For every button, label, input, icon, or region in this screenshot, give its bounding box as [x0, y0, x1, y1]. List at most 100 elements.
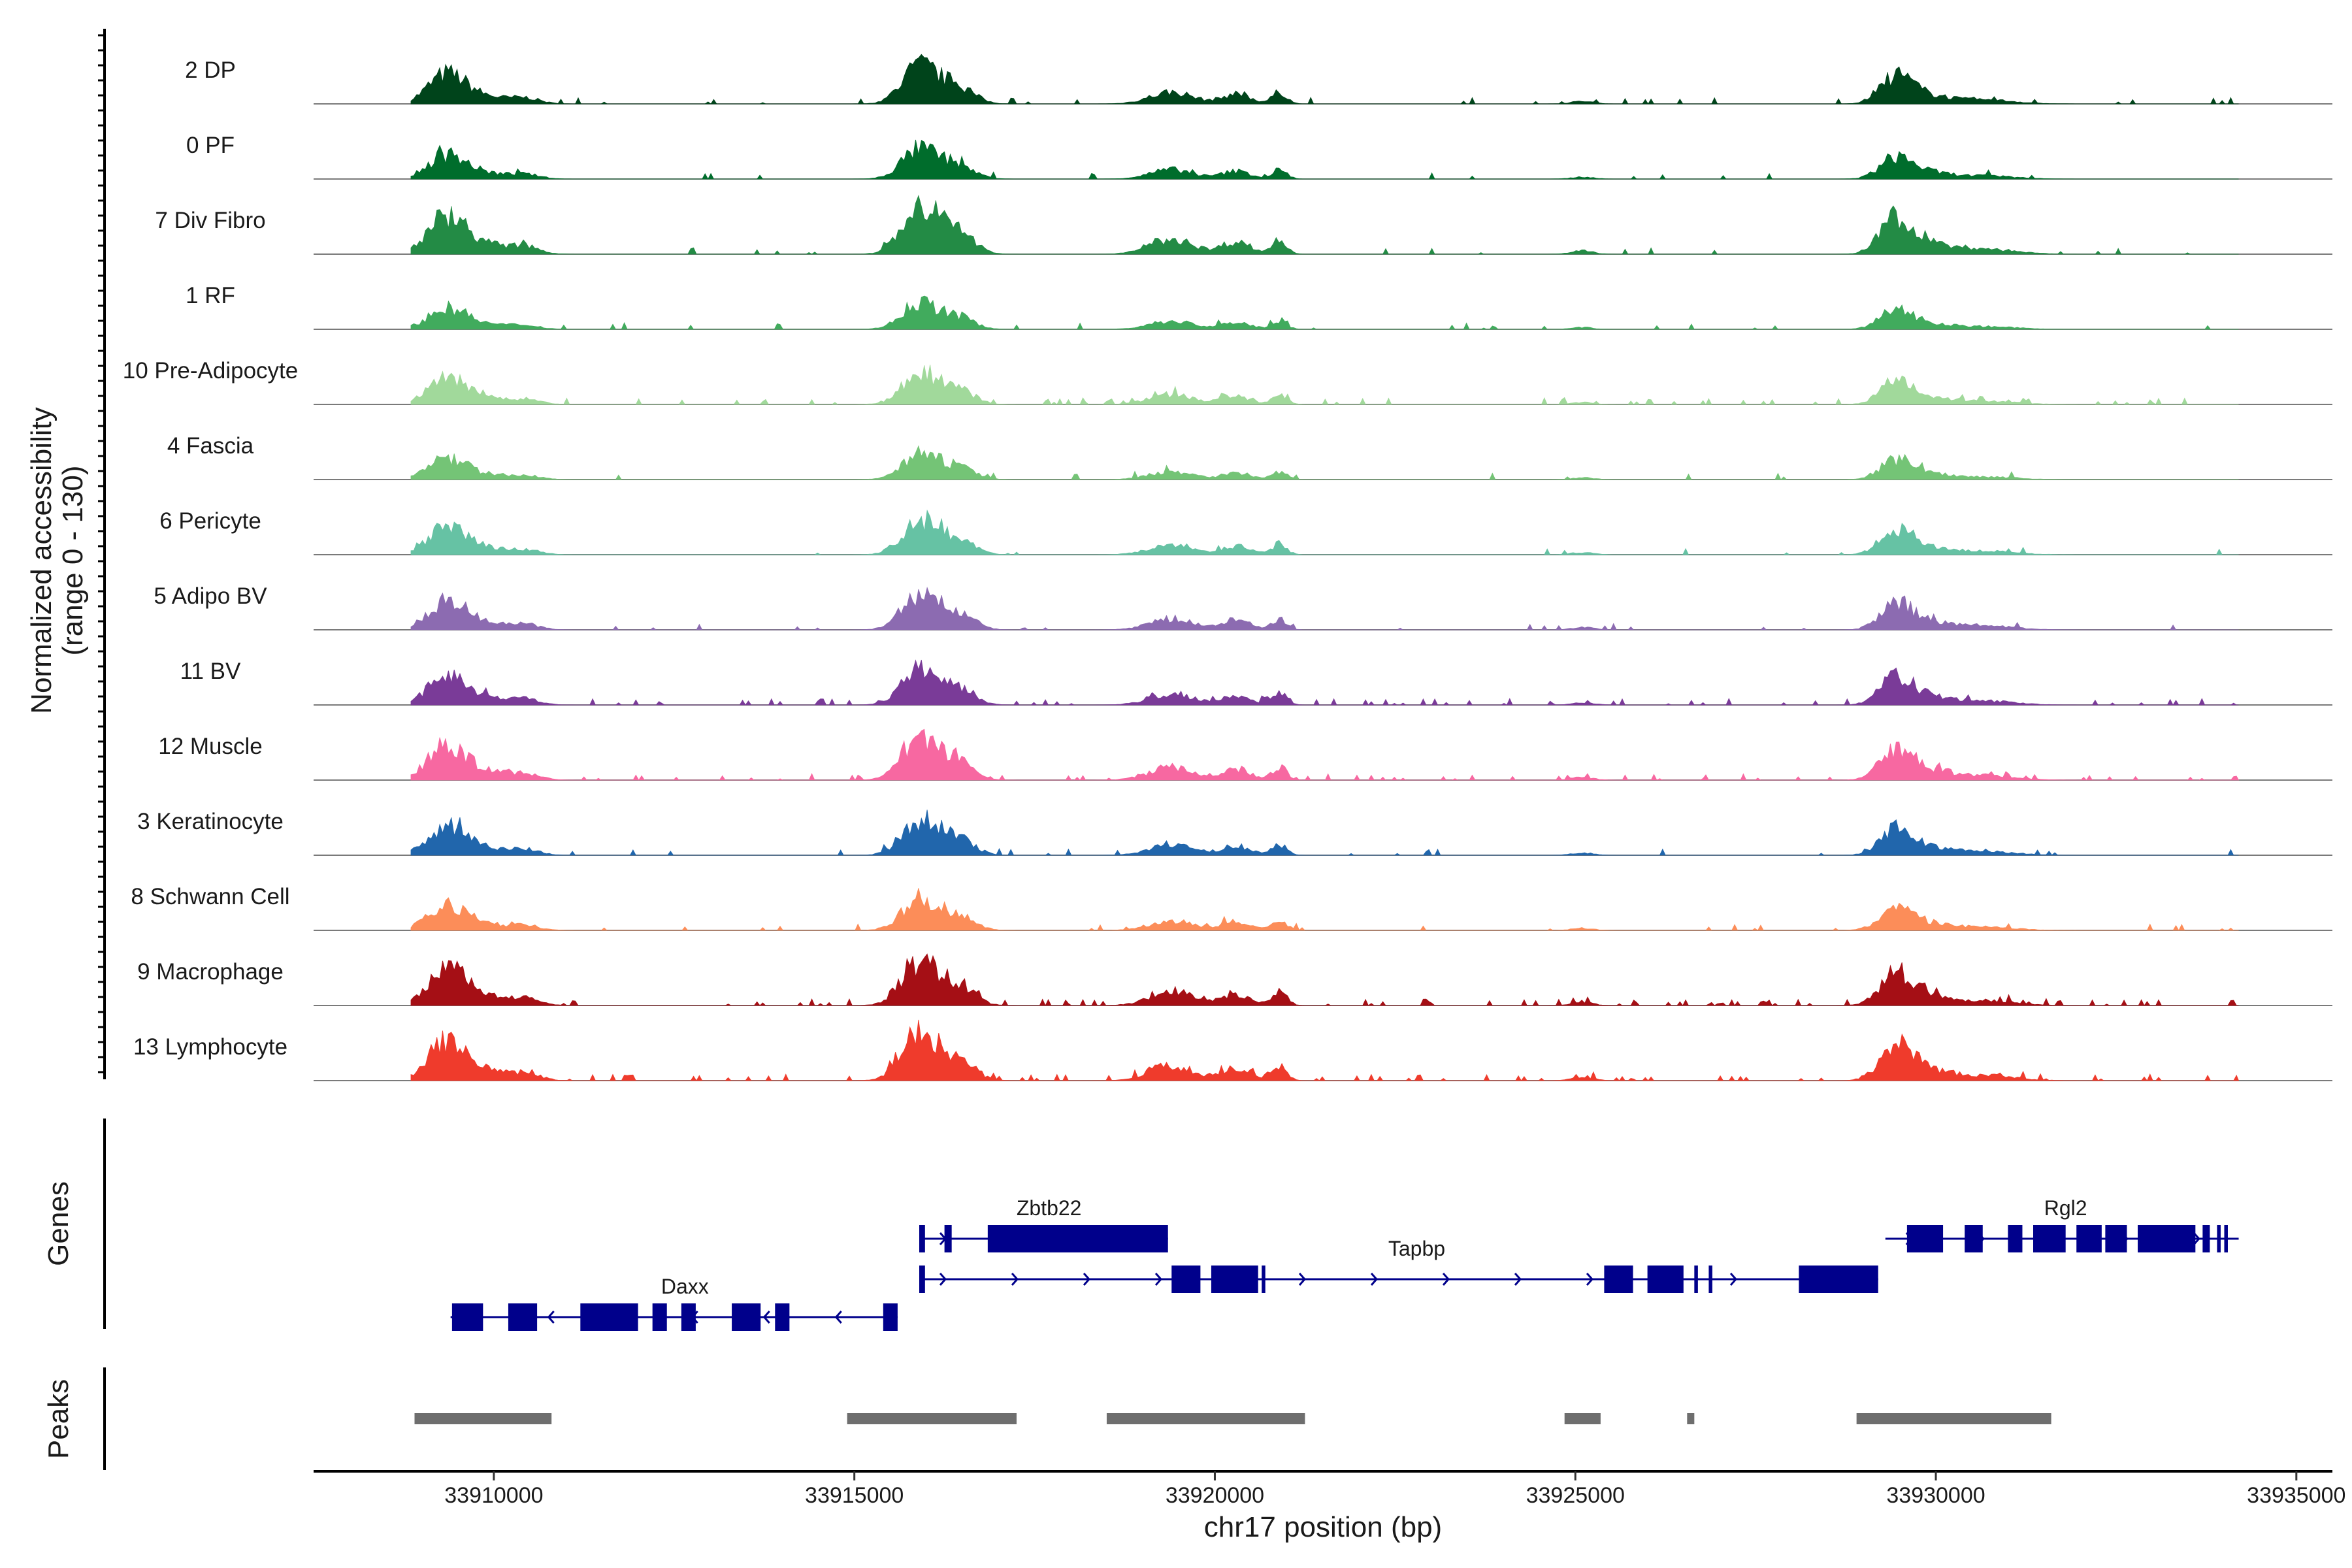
strand-arrow	[939, 1273, 947, 1286]
track-label: 10 Pre-Adipocyte	[123, 358, 298, 384]
gene-exon	[681, 1303, 696, 1331]
genes-panel-label: Genes	[42, 1181, 74, 1266]
coverage-area	[410, 659, 2239, 706]
peaks-panel-label: Peaks	[42, 1379, 74, 1459]
x-tick-label: 33925000	[1526, 1483, 1625, 1508]
gene-exon	[987, 1225, 1168, 1252]
gene-exon	[775, 1303, 790, 1331]
y-axis	[98, 29, 106, 1079]
gene-exon	[1604, 1266, 1633, 1293]
gene-rgl2: Rgl2	[1885, 1196, 2239, 1252]
track-label: 5 Adipo BV	[154, 583, 267, 609]
gene-exon	[919, 1266, 925, 1293]
track-label: 13 Lymphocyte	[133, 1034, 287, 1060]
gene-exon	[652, 1303, 667, 1331]
y-axis-title-line2: (range 0 - 130)	[57, 465, 89, 655]
gene-annotations: Daxx Zbtb22 Tapbp Rgl2	[450, 1196, 2239, 1331]
peak-region	[1687, 1413, 1695, 1424]
track-4: 10 Pre-Adipocyte	[123, 358, 2332, 405]
track-label: 6 Pericyte	[159, 508, 261, 534]
x-tick-label: 33915000	[805, 1483, 904, 1508]
track-7: 5 Adipo BV	[154, 583, 2332, 630]
gene-exon	[2224, 1225, 2228, 1252]
track-label: 3 Keratinocyte	[137, 809, 284, 834]
y-axis-title-line1: Normalized accessibility	[25, 407, 57, 713]
track-8: 11 BV	[180, 659, 2332, 706]
peak-region	[1564, 1413, 1601, 1424]
coverage-area	[410, 509, 2239, 555]
coverage-area	[410, 586, 2239, 630]
gene-exon	[2008, 1225, 2023, 1252]
strand-arrow	[1729, 1273, 1738, 1286]
coverage-area	[410, 195, 2239, 255]
coverage-area	[410, 1019, 2240, 1081]
gene-exon	[1647, 1266, 1684, 1293]
strand-arrow	[1083, 1273, 1091, 1286]
track-12: 9 Macrophage	[137, 953, 2332, 1006]
gene-exon	[2202, 1225, 2210, 1252]
coverage-area	[410, 445, 2239, 480]
gene-exon	[2138, 1225, 2196, 1252]
gene-exon	[508, 1303, 538, 1331]
track-label: 11 BV	[180, 659, 241, 684]
gene-daxx: Daxx	[450, 1275, 898, 1331]
gene-exon	[1965, 1225, 1983, 1252]
gene-exon	[883, 1303, 898, 1331]
peak-regions	[414, 1413, 2051, 1424]
gene-label: Zbtb22	[1017, 1196, 1082, 1220]
x-tick-label: 33935000	[2247, 1483, 2345, 1508]
gene-exon	[1708, 1266, 1712, 1293]
gene-exon	[1694, 1266, 1698, 1293]
track-3: 1 RF	[186, 283, 2332, 330]
gene-exon	[2076, 1225, 2102, 1252]
x-tick-label: 33930000	[1886, 1483, 1985, 1508]
strand-arrow	[1370, 1273, 1379, 1286]
strand-arrow	[1011, 1273, 1019, 1286]
strand-arrow	[1442, 1273, 1450, 1286]
gene-exon	[580, 1303, 638, 1331]
coverage-area	[410, 809, 2239, 856]
x-axis: 33910000 33915000 33920000 33925000 33930000…	[314, 1470, 2345, 1508]
peak-region	[1856, 1413, 2051, 1424]
coverage-area	[410, 139, 2239, 180]
x-tick-label: 33910000	[444, 1483, 543, 1508]
peak-region	[1106, 1413, 1305, 1424]
gene-exon	[2217, 1225, 2221, 1252]
coverage-area	[410, 728, 2240, 781]
strand-arrow	[1514, 1273, 1522, 1286]
track-label: 9 Macrophage	[137, 959, 284, 985]
gene-exon	[1171, 1266, 1201, 1293]
coverage-area	[410, 295, 2239, 330]
gene-exon	[2105, 1225, 2127, 1252]
coverage-area	[410, 54, 2239, 105]
gene-exon	[451, 1303, 483, 1331]
track-5: 4 Fascia	[167, 433, 2332, 480]
strand-arrow	[834, 1311, 842, 1324]
gene-exon	[919, 1225, 925, 1252]
coverage-tracks: 2 DP 0 PF 7 Div Fibro 1 RF 10 Pre-Adipocyte 4…	[123, 54, 2332, 1081]
gene-exon	[944, 1225, 952, 1252]
track-label: 8 Schwann Cell	[131, 884, 289, 909]
gene-tapbp: Tapbp	[919, 1237, 1878, 1293]
track-13: 13 Lymphocyte	[133, 1019, 2332, 1081]
x-axis-title: chr17 position (bp)	[1204, 1511, 1442, 1543]
track-label: 7 Div Fibro	[155, 208, 265, 233]
gene-exon	[1799, 1266, 1878, 1293]
track-label: 2 DP	[185, 57, 236, 83]
gene-exon	[2033, 1225, 2066, 1252]
coverage-area	[410, 953, 2239, 1006]
gene-label: Rgl2	[2044, 1196, 2087, 1220]
strand-arrow	[547, 1311, 555, 1324]
strand-arrow	[1586, 1273, 1594, 1286]
gene-exon	[1262, 1266, 1266, 1293]
coverage-area	[410, 888, 2239, 931]
track-2: 7 Div Fibro	[155, 195, 2332, 255]
strand-arrow	[1154, 1273, 1163, 1286]
peak-region	[847, 1413, 1017, 1424]
track-9: 12 Muscle	[158, 728, 2332, 781]
x-tick-label: 33920000	[1166, 1483, 1264, 1508]
track-0: 2 DP	[185, 54, 2332, 105]
track-label: 1 RF	[186, 283, 235, 308]
strand-arrow	[2193, 1232, 2200, 1245]
